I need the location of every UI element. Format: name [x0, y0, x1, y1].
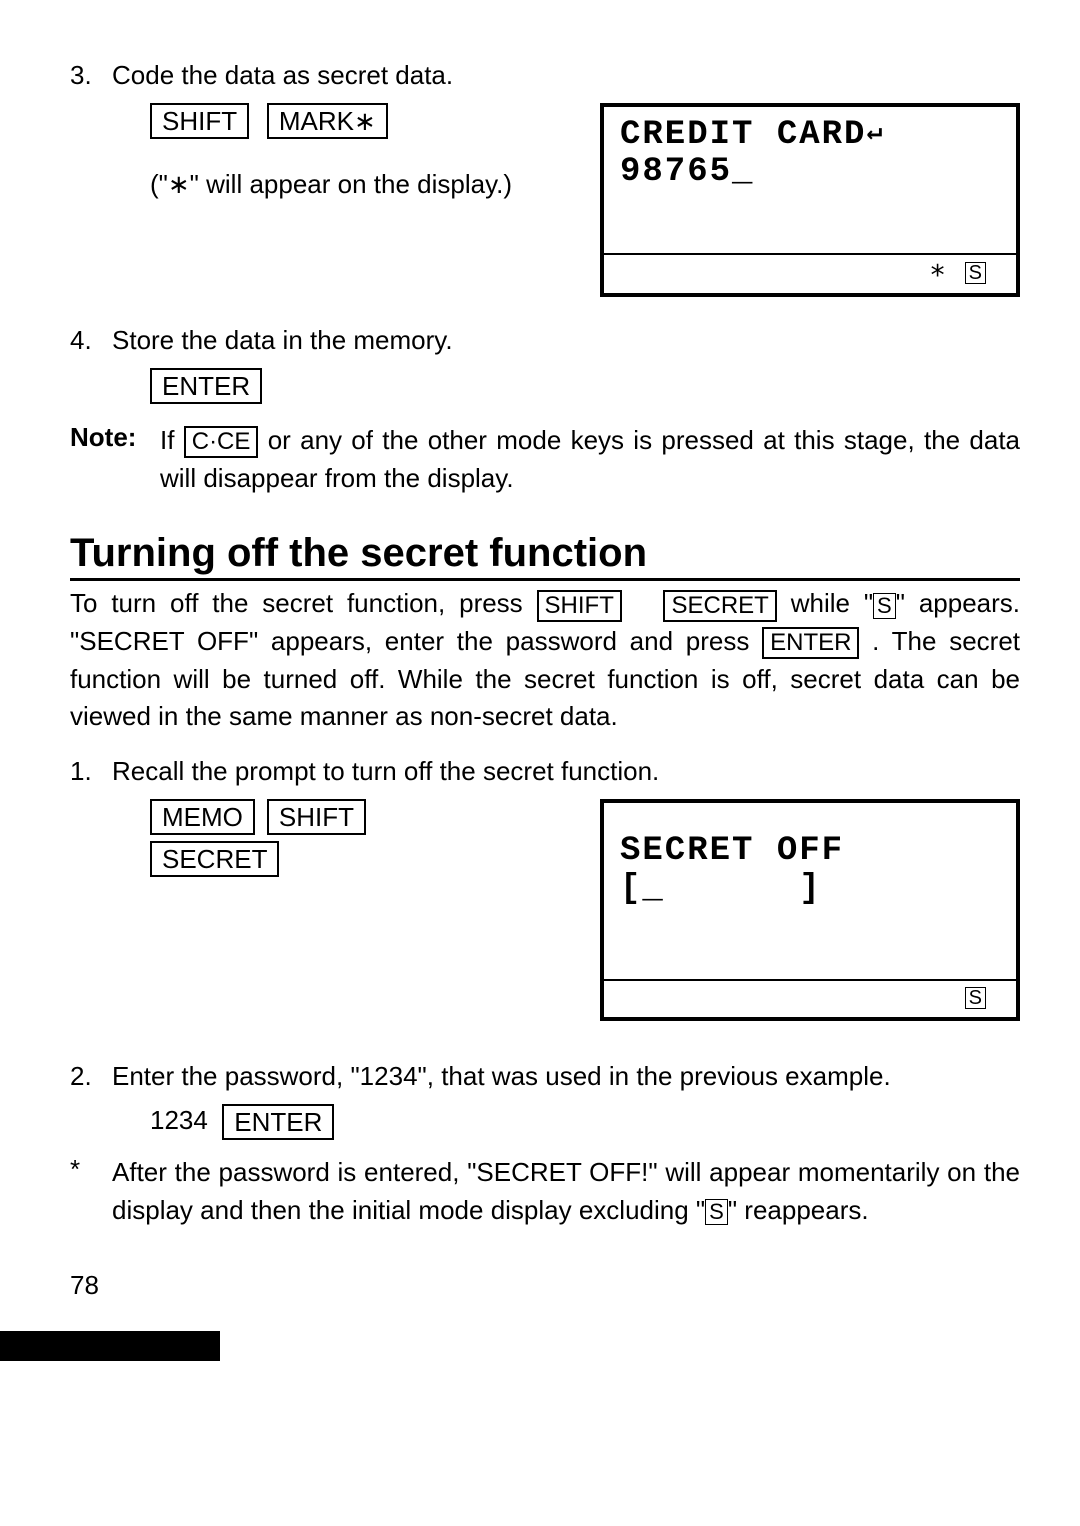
step-3-row: SHIFT MARK∗ ("∗" will appear on the disp… [70, 103, 1020, 297]
bullet-text: After the password is entered, "SECRET O… [112, 1154, 1020, 1229]
s-box-icon: S [873, 593, 896, 619]
lcd-line1: CREDIT CARD↵ [620, 117, 1000, 154]
step-text: Code the data as secret data. [112, 60, 1020, 91]
s-indicator: S [965, 987, 986, 1009]
section-heading: Turning off the secret function [70, 531, 1020, 581]
step-3-subnote: ("∗" will appear on the display.) [150, 169, 570, 200]
lcd-status: ∗ S [604, 253, 1016, 293]
note-before: If [160, 425, 184, 455]
note-block: Note: If C·CE or any of the other mode k… [70, 422, 1020, 497]
bullet-seg-1: After the password is entered, "SECRET O… [112, 1157, 1020, 1225]
lcd-main: CREDIT CARD↵ 98765_ [604, 107, 1016, 253]
step-1b: 1. Recall the prompt to turn off the sec… [70, 756, 1020, 787]
step-3-keys: SHIFT MARK∗ [150, 103, 570, 139]
keys-row-2: SECRET [150, 841, 279, 877]
s-box-icon: S [705, 1199, 728, 1225]
step-3-left: SHIFT MARK∗ ("∗" will appear on the disp… [70, 103, 570, 200]
step-num: 2. [70, 1061, 112, 1092]
step-2b-input: 1234 ENTER [150, 1104, 1020, 1140]
shift-key: SHIFT [150, 103, 249, 139]
step-text: Recall the prompt to turn off the secret… [112, 756, 1020, 787]
note-after: or any of the other mode keys is pressed… [160, 425, 1020, 493]
step-1b-left: MEMO SHIFT SECRET [70, 799, 570, 877]
bullet-mark: * [70, 1154, 112, 1229]
keys-row-1: MEMO SHIFT [150, 799, 366, 835]
s-indicator: S [965, 262, 986, 284]
enter-key: ENTER [762, 627, 859, 659]
secret-key: SECRET [663, 590, 776, 622]
section-para: To turn off the secret function, press S… [70, 585, 1020, 736]
step-4: 4. Store the data in the memory. [70, 325, 1020, 356]
lcd-line2: [_ ] [620, 871, 1000, 908]
enter-key: ENTER [150, 368, 262, 404]
mark-key: MARK∗ [267, 103, 388, 139]
step-1b-row: MEMO SHIFT SECRET SECRET OFF [_ ] S [70, 799, 1020, 1021]
lcd-line2-text: 98765 [620, 153, 732, 191]
lcd-line2: 98765_ [620, 154, 1000, 191]
cursor-icon: _ [732, 153, 754, 191]
step-text: Store the data in the memory. [112, 325, 1020, 356]
note-text: If C·CE or any of the other mode keys is… [160, 422, 1020, 497]
password-text: 1234 [150, 1105, 208, 1135]
step-2b: 2. Enter the password, "1234", that was … [70, 1061, 1020, 1092]
para-seg-1: To turn off the secret function, press [70, 588, 537, 618]
step-num: 1. [70, 756, 112, 787]
return-icon: ↵ [866, 118, 884, 147]
para-seg-2: while " [791, 588, 873, 618]
step-3: 3. Code the data as secret data. [70, 60, 1020, 91]
step-4-keys: ENTER [150, 368, 1020, 404]
step-num: 3. [70, 60, 112, 91]
bottom-bar [0, 1331, 220, 1361]
note-label: Note: [70, 422, 160, 497]
step-1b-keys: MEMO SHIFT SECRET [150, 799, 570, 877]
cce-key: C·CE [184, 426, 259, 458]
step-text: Enter the password, "1234", that was use… [112, 1061, 1020, 1092]
secret-key: SECRET [150, 841, 279, 877]
step-num: 4. [70, 325, 112, 356]
lcd-line1-text: CREDIT CARD [620, 116, 866, 154]
lcd-display-2: SECRET OFF [_ ] S [600, 799, 1020, 1021]
lcd-line1: SECRET OFF [620, 833, 1000, 870]
shift-key: SHIFT [537, 590, 622, 622]
bullet-note: * After the password is entered, "SECRET… [70, 1154, 1020, 1229]
lcd-main: SECRET OFF [_ ] [604, 803, 1016, 979]
lcd-display-1: CREDIT CARD↵ 98765_ ∗ S [600, 103, 1020, 297]
page-number: 78 [70, 1270, 1020, 1301]
bullet-seg-2: " reappears. [728, 1195, 869, 1225]
memo-key: MEMO [150, 799, 255, 835]
lcd-status: S [604, 979, 1016, 1017]
star-icon: ∗ [929, 257, 946, 288]
shift-key: SHIFT [267, 799, 366, 835]
enter-key: ENTER [222, 1104, 334, 1140]
